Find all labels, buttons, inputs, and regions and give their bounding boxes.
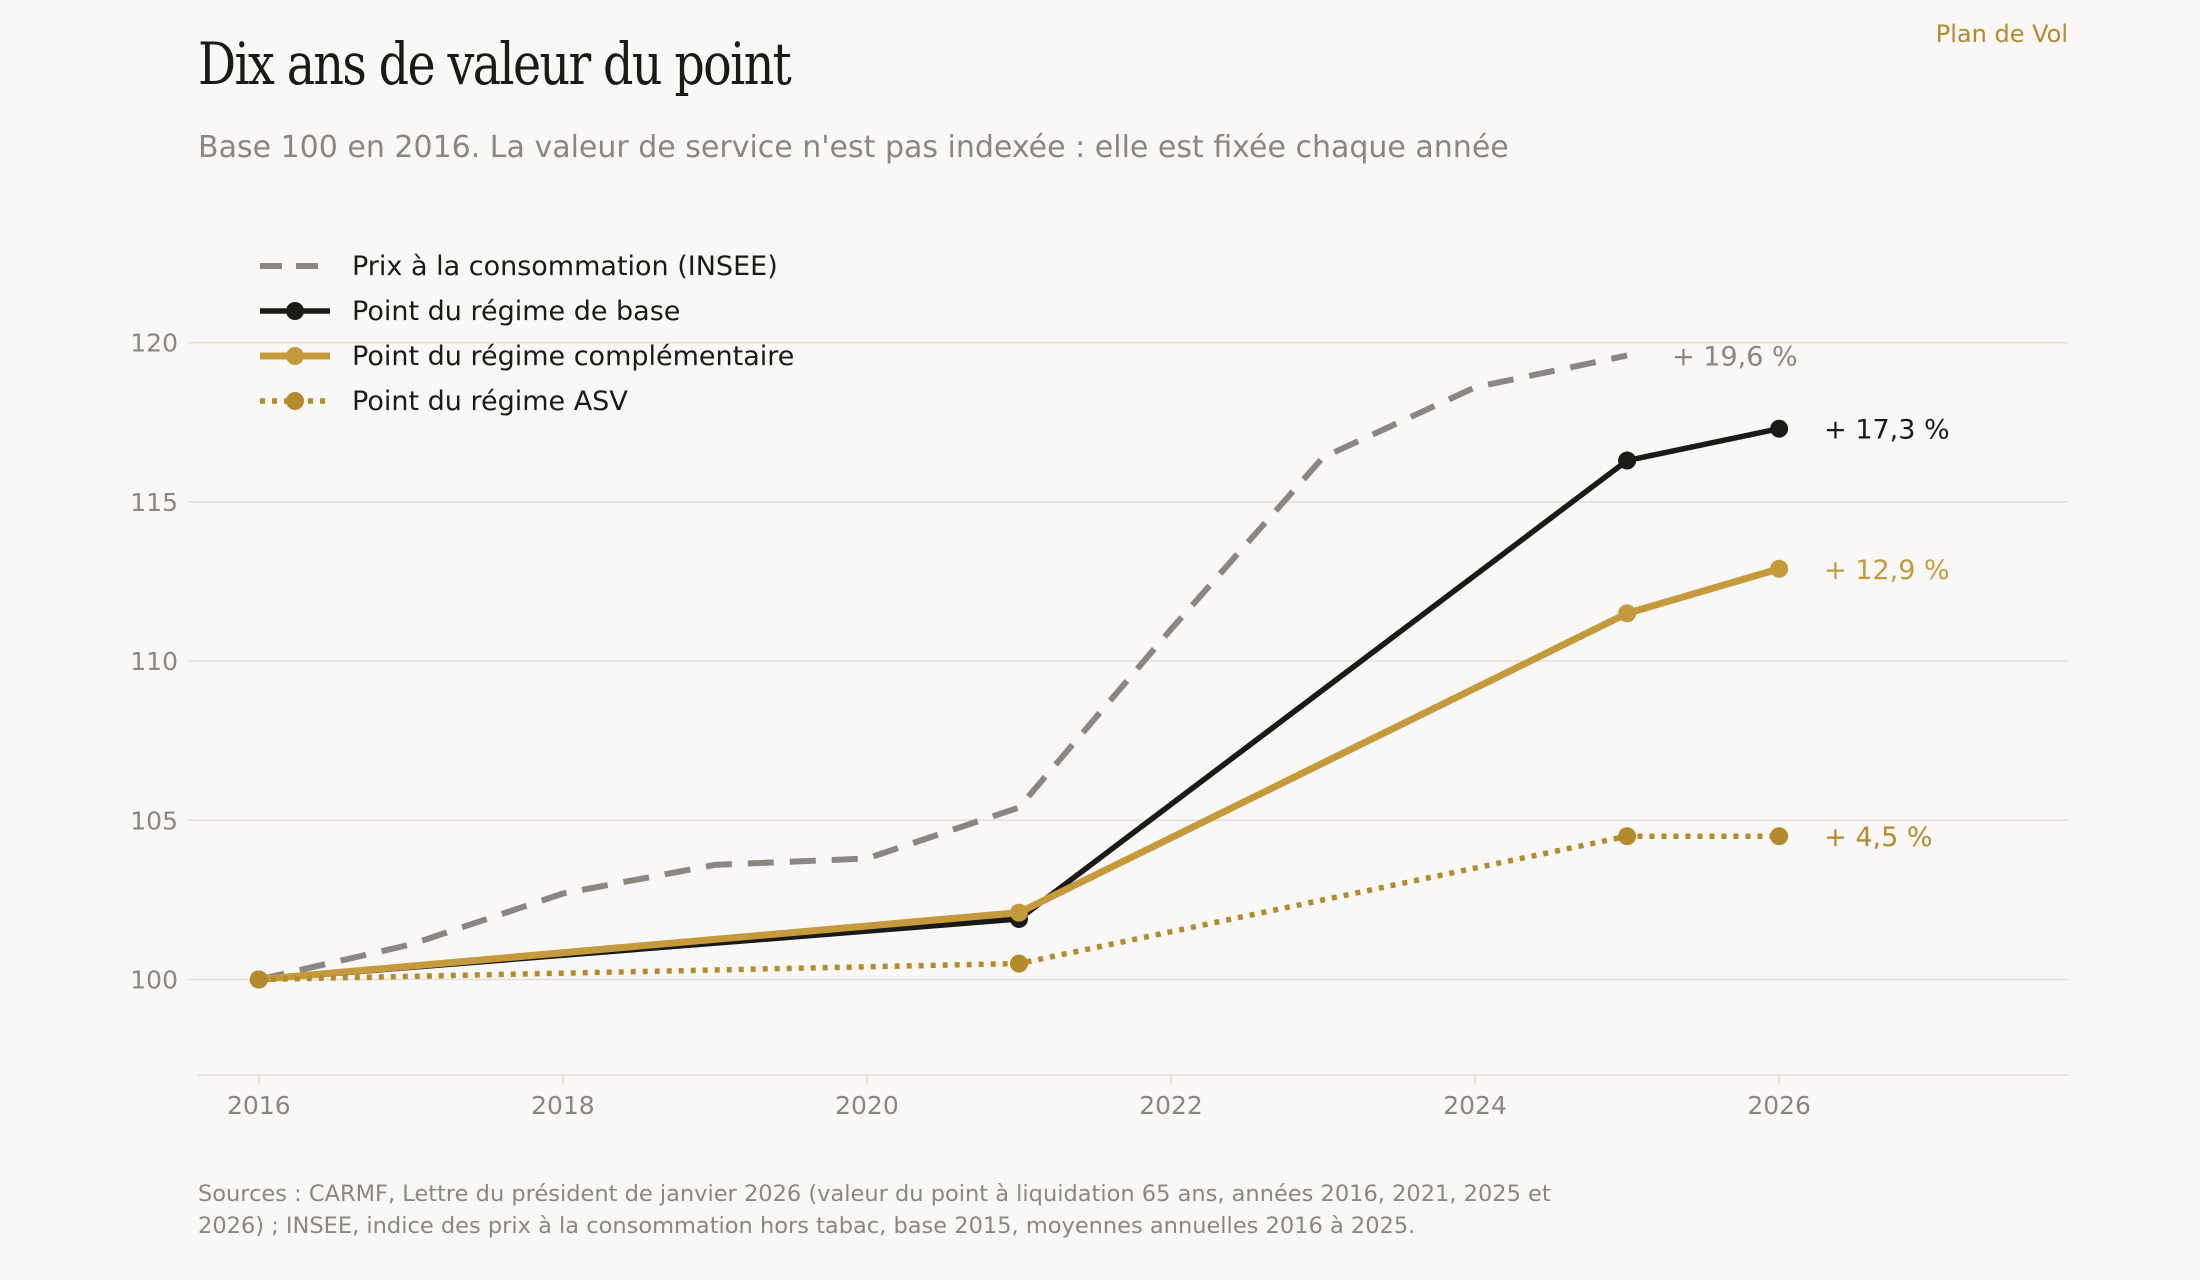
data-point-base	[1618, 451, 1637, 470]
end-label-asv: + 4,5 %	[1824, 822, 1932, 853]
data-point-base	[1770, 419, 1789, 438]
legend-marker-asv	[286, 392, 304, 410]
axis-layer: 100 105 110 115 120 2016 2018 2020 2022 2024 2026	[130, 329, 2068, 1120]
y-tick-label: 110	[130, 647, 178, 676]
end-label-layer: + 19,6 % + 17,3 % + 12,9 % + 4,5 %	[1672, 341, 1950, 853]
brand-label: Plan de Vol	[1935, 20, 2068, 48]
y-tick-label: 120	[130, 329, 178, 358]
end-label-complementaire: + 12,9 %	[1824, 555, 1950, 586]
x-tick-label: 2026	[1747, 1091, 1811, 1120]
x-tick-label: 2018	[531, 1091, 595, 1120]
x-tick-label: 2024	[1443, 1091, 1507, 1120]
series-line-asv	[258, 833, 1780, 983]
data-point-complementaire	[1618, 604, 1637, 623]
x-tick-label: 2016	[227, 1091, 291, 1120]
y-tick-label: 100	[130, 965, 178, 994]
sources-note: Sources : CARMF, Lettre du président de …	[198, 1181, 1551, 1239]
chart-subtitle: Base 100 en 2016. La valeur de service n…	[198, 130, 1509, 165]
x-tick-label: 2022	[1139, 1091, 1203, 1120]
series-layer	[249, 352, 1789, 989]
end-label-cpi: + 19,6 %	[1672, 341, 1798, 372]
data-point-complementaire	[1770, 559, 1789, 578]
y-tick-label: 115	[130, 488, 178, 517]
data-point-asv	[1618, 827, 1637, 846]
legend-label-asv: Point du régime ASV	[352, 386, 628, 417]
legend: Prix à la consommation (INSEE) Point du r…	[260, 251, 794, 417]
legend-label-base: Point du régime de base	[352, 296, 680, 327]
series-line-base	[256, 425, 1782, 983]
legend-marker-complementaire	[286, 347, 304, 365]
data-point-asv	[1770, 827, 1789, 846]
data-point-asv	[249, 970, 268, 989]
legend-label-complementaire: Point du régime complémentaire	[352, 341, 794, 372]
data-point-asv	[1009, 954, 1028, 973]
legend-marker-base	[286, 302, 304, 320]
series-line-complementaire	[255, 565, 1783, 983]
chart-title: Dix ans de valeur du point	[198, 30, 792, 98]
data-point-complementaire	[1009, 903, 1028, 922]
legend-label-cpi: Prix à la consommation (INSEE)	[352, 251, 778, 282]
x-tick-label: 2020	[835, 1091, 899, 1120]
end-label-base: + 17,3 %	[1824, 415, 1950, 446]
y-tick-label: 105	[130, 806, 178, 835]
series-line-cpi	[258, 352, 1628, 983]
grid-layer	[198, 341, 2068, 981]
